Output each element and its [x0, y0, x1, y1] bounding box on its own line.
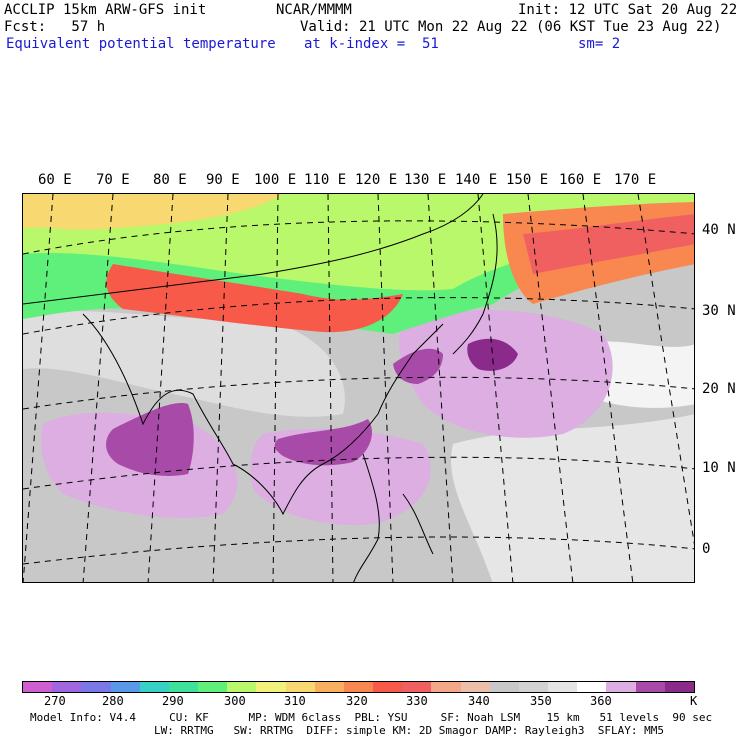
theta-e-map — [22, 193, 695, 583]
lat-label: 0 — [702, 541, 711, 557]
colorbar-tick: 320 — [346, 694, 368, 708]
colorbar-swatch — [460, 682, 490, 692]
colorbar-swatch — [577, 682, 607, 692]
colorbar-swatch — [373, 682, 403, 692]
colorbar-tick: 310 — [284, 694, 306, 708]
colorbar-swatch — [110, 682, 140, 692]
high-theta-e-core — [274, 419, 373, 466]
lon-label: 140 E — [455, 172, 498, 188]
colorbar-swatch — [635, 682, 665, 692]
graticule — [23, 194, 694, 582]
map-canvas — [23, 194, 694, 582]
colorbar-swatch — [343, 682, 374, 692]
high-theta-e-core — [106, 403, 194, 476]
colorbar-unit: K — [690, 694, 698, 708]
colorbar-swatch — [518, 682, 549, 692]
light-grey-region — [23, 311, 345, 417]
org-label: NCAR/MMMM — [276, 2, 352, 18]
lon-label: 60 E — [38, 172, 72, 188]
high-theta-e-core — [467, 338, 518, 371]
colorbar-swatch — [81, 682, 111, 692]
physics-info: LW: RRTMG SW: RRTMG DIFF: simple KM: 2D … — [154, 724, 664, 737]
colorbar-swatch — [52, 682, 82, 692]
lon-label: 120 E — [355, 172, 398, 188]
colorbar-swatch — [548, 682, 578, 692]
colorbar-tick: 300 — [224, 694, 246, 708]
model-title: ACCLIP 15km ARW-GFS init — [4, 2, 207, 18]
colorbar-swatch — [606, 682, 636, 692]
colorbar-swatch — [402, 682, 432, 692]
colorbar-swatch — [489, 682, 519, 692]
lon-label: 90 E — [206, 172, 240, 188]
level-index: at k-index = 51 — [304, 36, 439, 52]
colorbar-swatch — [664, 682, 694, 692]
smoothing-label: sm= 2 — [578, 36, 621, 52]
lon-label: 160 E — [559, 172, 602, 188]
colorbar-swatch — [285, 682, 315, 692]
lat-label: 40 N — [702, 222, 736, 238]
high-theta-e-core — [393, 348, 443, 384]
init-time: Init: 12 UTC Sat 20 Aug 22 — [518, 2, 738, 18]
colorbar-swatch — [23, 682, 53, 692]
lilac-region — [399, 310, 613, 438]
forecast-hour: Fcst: 57 h — [4, 19, 106, 35]
colorbar-tick: 360 — [590, 694, 612, 708]
lat-label: 30 N — [702, 303, 736, 319]
colorbar — [22, 681, 695, 693]
colorbar-swatch — [139, 682, 169, 692]
colorbar-swatch — [198, 682, 228, 692]
colorbar-tick: 330 — [406, 694, 428, 708]
colorbar-tick: 270 — [44, 694, 66, 708]
lon-label: 100 E — [254, 172, 297, 188]
model-info: Model Info: V4.4 CU: KF MP: WDM 6class P… — [30, 711, 713, 724]
colorbar-tick: 290 — [162, 694, 184, 708]
lat-label: 20 N — [702, 381, 736, 397]
colorbar-swatch — [314, 682, 344, 692]
light-grey-region — [451, 414, 694, 582]
lon-label: 110 E — [304, 172, 347, 188]
colorbar-swatch — [227, 682, 257, 692]
lon-label: 170 E — [614, 172, 657, 188]
valid-time: Valid: 21 UTC Mon 22 Aug 22 (06 KST Tue … — [300, 19, 722, 35]
colorbar-swatch — [431, 682, 461, 692]
lon-label: 130 E — [404, 172, 447, 188]
orange-band — [23, 194, 283, 230]
colorbar-tick: 280 — [102, 694, 124, 708]
coastlines — [23, 194, 498, 582]
colorbar-tick: 350 — [530, 694, 552, 708]
colorbar-tick: 340 — [468, 694, 490, 708]
lat-label: 10 N — [702, 460, 736, 476]
colorbar-swatch — [256, 682, 286, 692]
lon-label: 150 E — [506, 172, 549, 188]
red-band — [523, 214, 694, 274]
red-band — [106, 264, 403, 333]
lon-label: 80 E — [153, 172, 187, 188]
lon-label: 70 E — [96, 172, 130, 188]
colorbar-swatch — [168, 682, 199, 692]
field-name: Equivalent potential temperature — [6, 36, 276, 52]
